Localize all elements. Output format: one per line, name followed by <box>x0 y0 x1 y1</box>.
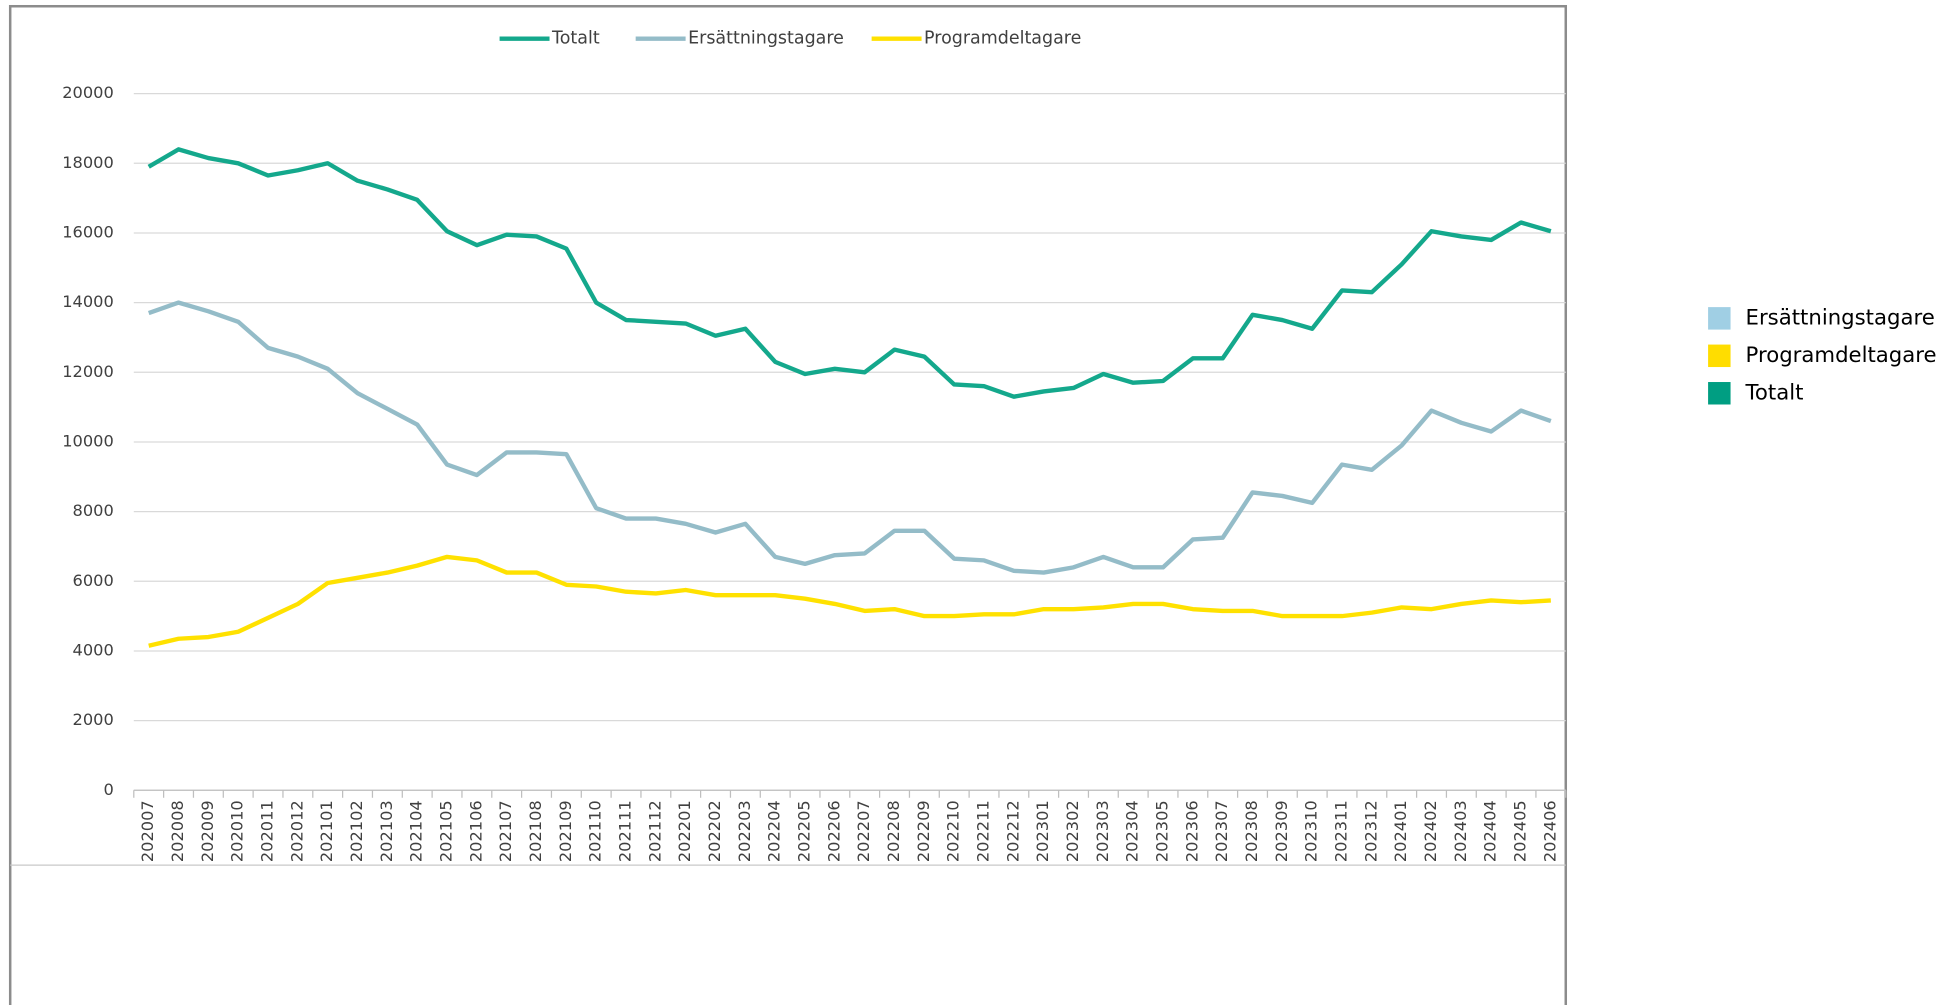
x-tick-label: 202405 <box>1511 800 1530 862</box>
x-tick-label: 202403 <box>1451 800 1470 862</box>
y-tick-label: 2000 <box>73 710 114 729</box>
x-tick-label: 202306 <box>1182 800 1201 862</box>
x-tick-label: 202206 <box>824 800 843 862</box>
x-tick-label: 202102 <box>347 800 366 862</box>
x-tick-label: 202303 <box>1093 800 1112 862</box>
x-tick-label: 202103 <box>377 800 396 862</box>
x-tick-label: 202109 <box>556 800 575 862</box>
x-tick-label: 202008 <box>168 800 187 862</box>
x-tick-label: 202210 <box>944 800 963 862</box>
y-tick-label: 6000 <box>73 571 114 590</box>
y-tick-label: 16000 <box>62 222 114 241</box>
x-tick-label: 202404 <box>1481 800 1500 862</box>
x-tick-label: 202110 <box>586 800 605 862</box>
x-tick-label: 202212 <box>1003 800 1022 862</box>
x-tick-label: 202211 <box>974 800 993 862</box>
side-legend-label: Ersättningstagare <box>1746 305 1935 330</box>
y-tick-label: 14000 <box>62 292 114 311</box>
legend-label: Ersättningstagare <box>688 29 844 49</box>
x-tick-label: 202105 <box>437 800 456 862</box>
series-line <box>147 300 1552 575</box>
x-tick-label: 202106 <box>466 800 485 862</box>
y-tick-label: 10000 <box>62 431 114 450</box>
x-tick-label: 202111 <box>616 800 635 862</box>
x-tick-label: 202204 <box>765 800 784 862</box>
series-line <box>148 554 1551 648</box>
x-tick-label: 202104 <box>407 800 426 862</box>
x-tick-label: 202208 <box>884 800 903 862</box>
side-legend-swatch <box>1708 307 1731 330</box>
y-tick-label: 8000 <box>73 501 114 520</box>
x-tick-label: 202205 <box>795 800 814 862</box>
x-tick-label: 202209 <box>914 800 933 862</box>
x-tick-label: 202107 <box>496 800 515 862</box>
x-tick-label: 202302 <box>1063 800 1082 862</box>
legend-label: Programdeltagare <box>924 29 1081 49</box>
x-tick-label: 202112 <box>645 800 664 862</box>
x-tick-label: 202207 <box>854 800 873 862</box>
y-tick-label: 0 <box>103 780 113 799</box>
x-tick-label: 202406 <box>1540 800 1559 862</box>
x-tick-label: 202310 <box>1302 800 1321 862</box>
side-legend-label: Totalt <box>1745 380 1804 405</box>
side-legend-swatch <box>1708 382 1731 405</box>
side-legend-label: Programdeltagare <box>1746 343 1937 368</box>
x-tick-label: 202304 <box>1123 800 1142 862</box>
x-tick-label: 202308 <box>1242 800 1261 862</box>
y-tick-label: 18000 <box>62 153 114 172</box>
x-tick-label: 202309 <box>1272 800 1291 862</box>
x-tick-label: 202012 <box>287 800 306 862</box>
x-tick-label: 202201 <box>675 800 694 862</box>
legend-label: Totalt <box>551 29 600 49</box>
x-tick-label: 202009 <box>198 800 217 862</box>
x-tick-label: 202402 <box>1421 800 1440 862</box>
x-tick-label: 202203 <box>735 800 754 862</box>
y-tick-label: 20000 <box>62 83 114 102</box>
x-tick-label: 202007 <box>138 800 157 862</box>
x-tick-label: 202101 <box>317 800 336 862</box>
x-tick-label: 202312 <box>1361 800 1380 862</box>
x-tick-label: 202301 <box>1033 800 1052 862</box>
x-tick-label: 202108 <box>526 800 545 862</box>
series-line <box>147 147 1552 399</box>
x-tick-label: 202202 <box>705 800 724 862</box>
x-tick-label: 202311 <box>1332 800 1351 862</box>
x-tick-label: 202305 <box>1153 800 1172 862</box>
y-tick-label: 4000 <box>73 640 114 659</box>
side-legend-swatch <box>1708 344 1731 368</box>
x-tick-label: 202401 <box>1391 800 1410 862</box>
y-tick-label: 12000 <box>62 362 114 381</box>
x-tick-label: 202010 <box>228 800 247 862</box>
x-tick-label: 202011 <box>258 800 277 862</box>
x-tick-label: 202307 <box>1212 800 1231 862</box>
